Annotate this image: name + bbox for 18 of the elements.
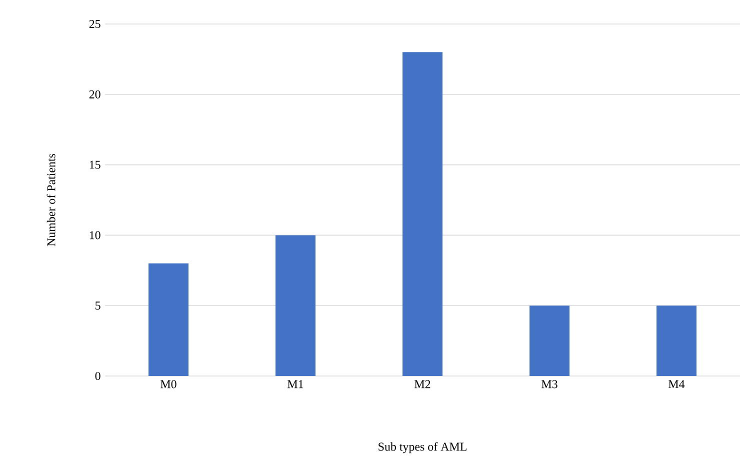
x-tick-label: M2 [414,380,430,388]
y-tick-label: 20 [89,90,100,98]
bar [276,235,316,376]
bar [530,306,570,376]
bar [402,52,443,376]
y-tick-label: 5 [96,302,100,310]
x-axis-title: Sub types of AML [378,442,466,454]
y-tick-label: 25 [89,20,100,28]
x-tick-label: M4 [668,380,685,388]
x-tick-label: M0 [160,380,176,388]
bar [656,306,697,376]
y-tick-label: 15 [90,160,100,169]
y-axis-title: Number of Patients [46,154,56,246]
x-tick-label: M1 [288,380,304,388]
bar [148,263,188,376]
x-tick-label: M3 [542,380,558,388]
y-tick-label: 10 [90,231,100,240]
y-tick-label: 0 [95,372,100,380]
